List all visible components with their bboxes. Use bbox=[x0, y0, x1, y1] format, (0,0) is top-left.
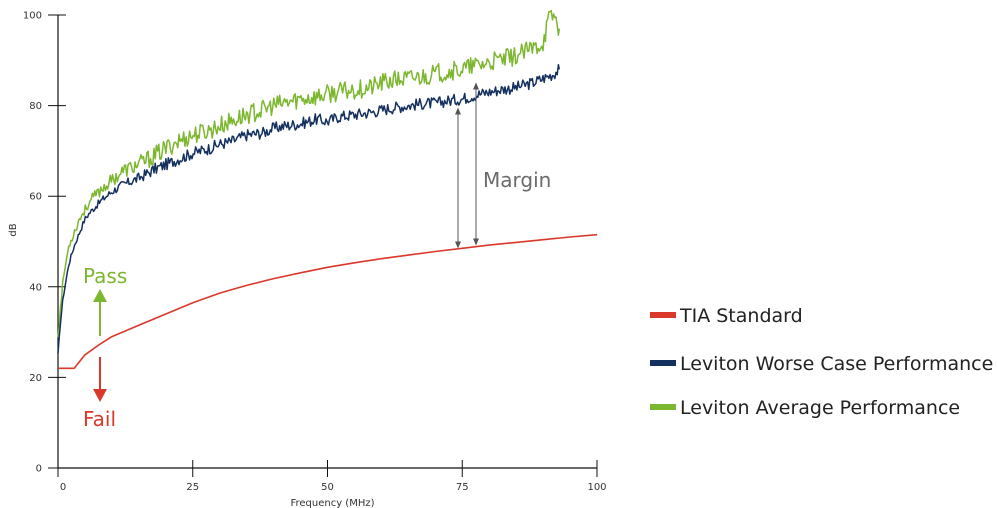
fail-arrow-head bbox=[93, 389, 107, 402]
pass-label: Pass bbox=[83, 264, 127, 288]
annotations-group: Pass Fail Margin bbox=[83, 82, 551, 431]
y-tick-label: 20 bbox=[29, 373, 42, 384]
x-tick-label: 0 bbox=[60, 482, 66, 493]
margin-label: Margin bbox=[483, 168, 551, 192]
fail-label: Fail bbox=[83, 407, 116, 431]
legend-group: TIA Standard Leviton Worse Case Performan… bbox=[650, 305, 993, 419]
legend-label: TIA Standard bbox=[679, 305, 803, 327]
x-axis-title: Frequency (MHz) bbox=[290, 498, 374, 508]
y-tick-label: 100 bbox=[23, 11, 42, 22]
y-tick-label: 80 bbox=[29, 101, 42, 112]
x-tick-label: 50 bbox=[321, 482, 334, 493]
axes-group: 0 20 40 60 80 100 0 25 50 75 100 Frequency (MHz) dB bbox=[8, 11, 607, 508]
legend-label: Leviton Worse Case Performance bbox=[680, 353, 993, 375]
x-tick-label: 100 bbox=[587, 482, 606, 493]
series-line-leviton-worse-case bbox=[57, 63, 561, 354]
x-tick-label: 25 bbox=[186, 482, 199, 493]
y-tick-label: 0 bbox=[36, 464, 42, 475]
legend-label: Leviton Average Performance bbox=[680, 397, 960, 419]
pass-arrow-head bbox=[93, 289, 107, 302]
y-axis-title: dB bbox=[8, 223, 19, 236]
x-tick-label: 75 bbox=[456, 482, 469, 493]
y-tick-label: 60 bbox=[29, 192, 42, 203]
legend-swatch bbox=[650, 360, 676, 366]
series-line-leviton-average bbox=[57, 9, 561, 338]
legend-swatch bbox=[650, 312, 676, 318]
series-line-tia-standard bbox=[58, 233, 598, 370]
y-tick-label: 40 bbox=[29, 282, 42, 293]
legend-swatch bbox=[650, 404, 676, 410]
